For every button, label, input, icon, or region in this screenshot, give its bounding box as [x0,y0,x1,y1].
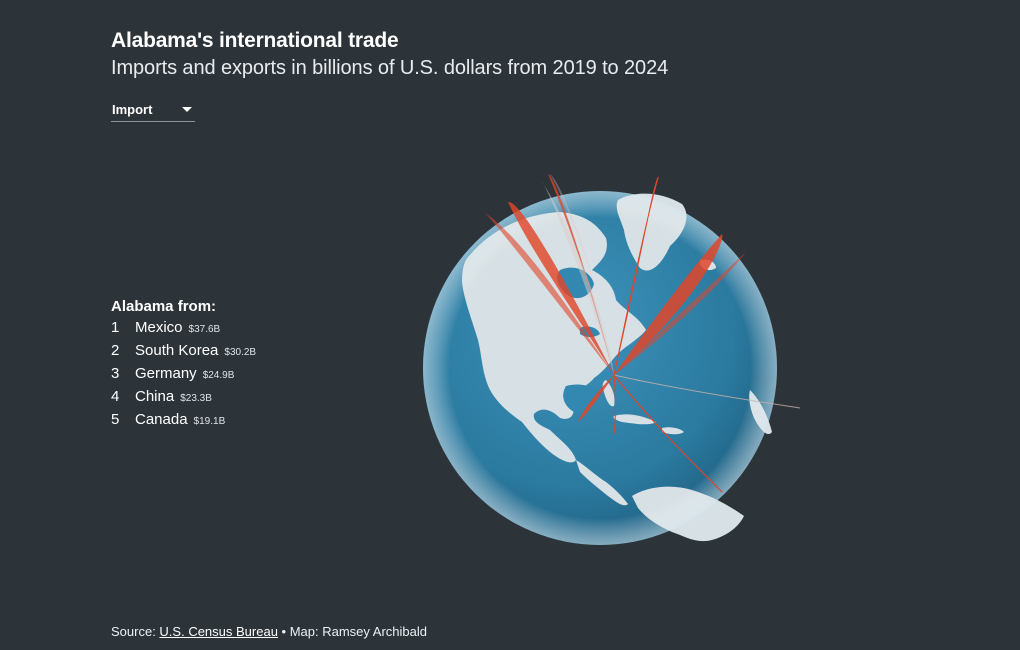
rank-country: Canada [135,411,188,428]
rank-country: Germany [135,365,197,382]
globe-rim [423,191,777,545]
rank-country: Mexico [135,319,183,336]
trade-type-dropdown[interactable]: Import [111,101,195,122]
rank-number: 5 [111,411,120,428]
rank-value: $23.3B [180,393,212,404]
arc-canada [613,177,659,376]
source-link[interactable]: U.S. Census Bureau [159,624,278,639]
rank-number: 4 [111,388,120,405]
list-item: 3 Germany $24.9B [111,365,256,388]
arc-germany-outer [614,252,746,375]
rank-value: $37.6B [188,324,221,335]
rank-value: $30.2B [224,347,257,358]
arc-mexico [578,375,614,422]
source-credit: Source: U.S. Census Bureau • Map: Ramsey… [111,624,427,639]
trade-arcs [484,174,801,493]
arc-south-korea [508,201,614,375]
rank-number: 2 [111,342,120,359]
rank-country: China [135,388,175,405]
rank-value: $24.9B [202,370,235,381]
arc-south-america-thin [613,374,723,493]
chevron-down-icon [182,107,192,112]
source-prefix: Source: [111,624,160,639]
list-item: 1 Mexico $37.6B [111,319,256,342]
arc-caribbean-thin [613,374,616,435]
rank-country: South Korea [135,342,219,359]
rank-number: 1 [111,319,120,336]
rank-value: $19.1B [193,416,226,427]
dropdown-selected-label: Import [112,102,153,117]
page-title: Alabama's international trade [111,29,399,52]
list-item: 4 China $23.3B [111,388,256,411]
trade-globe[interactable] [400,160,820,560]
list-item: 2 South Korea $30.2B [111,342,256,365]
map-credit: • Map: Ramsey Archibald [277,624,427,639]
arc-europe-thin [613,374,801,409]
list-item: 5 Canada $19.1B [111,411,256,434]
trade-ranking-list: Alabama from: 1 Mexico $37.6B 2 South Ko… [111,298,256,434]
page-subtitle: Imports and exports in billions of U.S. … [111,57,669,79]
arc-germany [614,234,723,375]
rank-number: 3 [111,365,120,382]
ranking-heading: Alabama from: [111,298,217,315]
